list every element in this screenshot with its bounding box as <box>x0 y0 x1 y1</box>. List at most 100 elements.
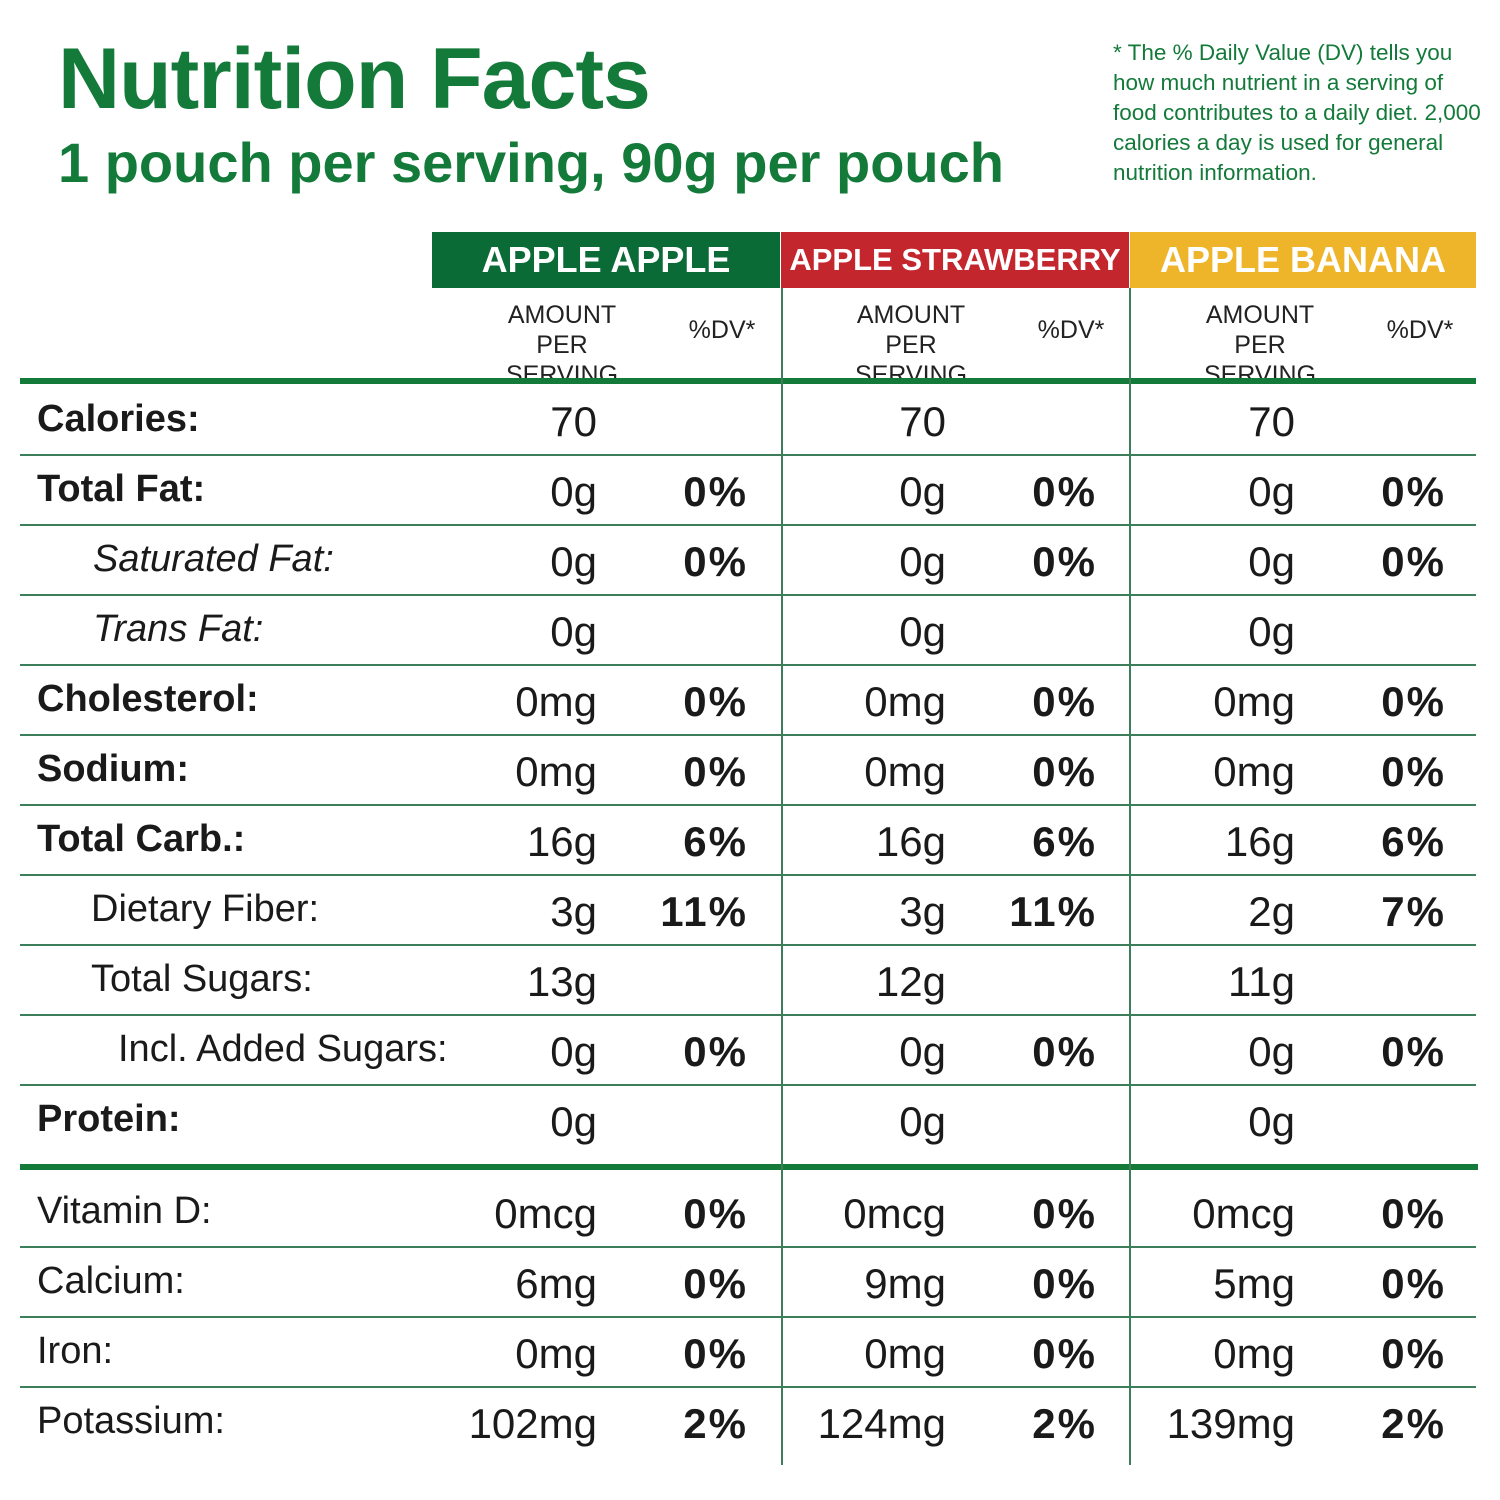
daily-value: 0% <box>1381 468 1446 515</box>
daily-value: 0% <box>683 748 748 795</box>
amount: 16g <box>875 818 946 865</box>
note: * The % Daily Value (DV) tells you how m… <box>1113 40 1481 185</box>
daily-value: 0% <box>1032 1028 1097 1075</box>
amount: 2g <box>1248 888 1295 935</box>
amount: 12g <box>875 958 946 1005</box>
row-rule <box>20 1316 1476 1318</box>
amount: 0mcg <box>1192 1190 1295 1237</box>
daily-value: 0% <box>1381 1028 1446 1075</box>
daily-value: 0% <box>1381 1190 1446 1237</box>
amount: 9mg <box>864 1260 946 1307</box>
thick-rule <box>20 1164 1478 1170</box>
daily-value: 0% <box>1381 678 1446 725</box>
row-label: Incl. Added Sugars: <box>118 1028 448 1070</box>
amount: 0g <box>899 468 946 515</box>
product-header: APPLE STRAWBERRY <box>781 232 1129 288</box>
subtitle: 1 pouch per serving, 90g per pouch <box>58 131 1004 194</box>
amount: 0g <box>550 538 597 585</box>
row-rule <box>20 1084 1476 1086</box>
row-rule <box>20 734 1476 736</box>
row-label: Total Sugars: <box>91 958 313 1000</box>
amount: 0mg <box>515 1330 597 1377</box>
title: Nutrition Facts <box>58 31 651 127</box>
column-rule <box>1129 288 1131 1465</box>
amount: 0g <box>1248 1028 1295 1075</box>
thick-rule <box>20 378 1476 384</box>
subheader-amount: AMOUNT PER SERVING <box>1203 301 1317 389</box>
daily-value: 0% <box>683 678 748 725</box>
daily-value: 6% <box>683 818 748 865</box>
amount: 124mg <box>817 1400 946 1447</box>
amount: 0mg <box>1213 1330 1295 1377</box>
row-rule <box>20 874 1476 876</box>
product-header: APPLE APPLE <box>432 232 780 288</box>
amount: 102mg <box>468 1400 597 1447</box>
row-rule <box>20 664 1476 666</box>
amount: 16g <box>1224 818 1295 865</box>
row-rule <box>20 1014 1476 1016</box>
amount: 0g <box>1248 538 1295 585</box>
row-rule <box>20 594 1476 596</box>
row-rule <box>20 1246 1476 1248</box>
daily-value: 0% <box>1032 748 1097 795</box>
row-label: Trans Fat: <box>93 608 264 650</box>
amount: 139mg <box>1166 1400 1295 1447</box>
daily-value: 6% <box>1032 818 1097 865</box>
amount: 0mg <box>515 678 597 725</box>
daily-value: 0% <box>683 1260 748 1307</box>
daily-value: 0% <box>1381 748 1446 795</box>
amount: 0mcg <box>843 1190 946 1237</box>
daily-value: 0% <box>1032 678 1097 725</box>
amount: 0mcg <box>494 1190 597 1237</box>
amount: 0g <box>899 1098 946 1145</box>
daily-value: 11% <box>660 888 748 935</box>
daily-value: 0% <box>1032 538 1097 585</box>
amount: 0g <box>1248 608 1295 655</box>
amount: 0mg <box>864 678 946 725</box>
amount: 0g <box>550 1098 597 1145</box>
amount: 0g <box>1248 468 1295 515</box>
daily-value: 2% <box>1032 1400 1097 1447</box>
daily-value: 0% <box>683 1028 748 1075</box>
daily-value: 0% <box>1032 1260 1097 1307</box>
daily-value: 0% <box>1381 1260 1446 1307</box>
amount: 0g <box>550 1028 597 1075</box>
amount: 0g <box>550 468 597 515</box>
amount: 70 <box>899 398 946 445</box>
row-label: Total Fat: <box>37 468 206 510</box>
row-rule <box>20 1386 1476 1388</box>
amount: 70 <box>550 398 597 445</box>
subheader-amount: AMOUNT PER SERVING <box>505 301 619 389</box>
amount: 0g <box>1248 1098 1295 1145</box>
amount: 13g <box>526 958 597 1005</box>
row-label: Protein: <box>37 1098 181 1140</box>
daily-value: 2% <box>683 1400 748 1447</box>
daily-value: 0% <box>1032 1330 1097 1377</box>
daily-value: 7% <box>1381 888 1446 935</box>
row-label: Iron: <box>37 1330 114 1372</box>
row-label: Vitamin D: <box>37 1190 212 1232</box>
subheader-dv: %DV* <box>688 316 756 344</box>
amount: 3g <box>899 888 946 935</box>
amount: 70 <box>1248 398 1295 445</box>
daily-value: 0% <box>1032 468 1097 515</box>
daily-value: 0% <box>683 1190 748 1237</box>
amount: 0g <box>550 608 597 655</box>
amount: 11g <box>1228 958 1295 1005</box>
row-label: Potassium: <box>37 1400 225 1442</box>
amount: 0mg <box>515 748 597 795</box>
row-label: Calcium: <box>37 1260 185 1302</box>
row-label: Dietary Fiber: <box>91 888 320 930</box>
row-label: Total Carb.: <box>37 818 246 860</box>
row-label: Calories: <box>37 398 200 440</box>
amount: 0mg <box>1213 748 1295 795</box>
column-rule <box>781 288 783 1465</box>
row-rule <box>20 524 1476 526</box>
daily-value: 0% <box>683 1330 748 1377</box>
row-label: Saturated Fat: <box>93 538 334 580</box>
product-header: APPLE BANANA <box>1130 232 1476 288</box>
amount: 0mg <box>864 1330 946 1377</box>
row-rule <box>20 454 1476 456</box>
amount: 0mg <box>864 748 946 795</box>
